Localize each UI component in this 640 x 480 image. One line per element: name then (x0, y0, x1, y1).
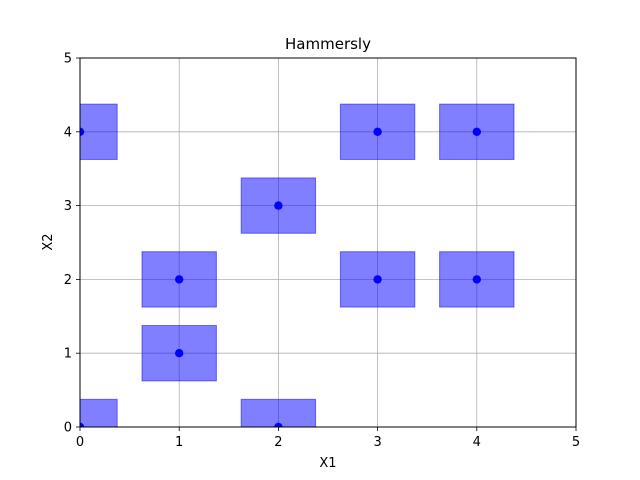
sample-point (373, 127, 382, 136)
y-tick-label: 2 (64, 273, 72, 288)
sample-point (274, 201, 283, 210)
x-tick-label: 1 (175, 435, 183, 450)
x-tick-label: 0 (76, 435, 84, 450)
chart-title: Hammersly (285, 35, 371, 53)
axis-ticks: 0 1 2 3 4 5 0 1 2 3 4 5 (64, 52, 580, 451)
y-tick-label: 0 (64, 421, 72, 436)
sample-box (80, 398, 118, 427)
sample-point (472, 127, 481, 136)
sample-point (175, 349, 184, 358)
plot-frame (79, 57, 577, 428)
x-tick-label: 5 (572, 435, 580, 450)
point-series (80, 127, 481, 427)
sample-point (373, 275, 382, 284)
x-tick-label: 4 (473, 435, 481, 450)
x-tick-label: 3 (373, 435, 381, 450)
y-tick-label: 5 (64, 52, 72, 67)
y-axis-label: X2 (41, 233, 56, 250)
sample-point (80, 422, 85, 427)
x-axis-label: X1 (319, 456, 336, 471)
sample-point (175, 275, 184, 284)
sample-point (80, 127, 85, 136)
x-tick-label: 2 (274, 435, 282, 450)
sample-point (274, 422, 283, 427)
sample-point (472, 275, 481, 284)
sample-box (80, 103, 118, 160)
y-tick-label: 3 (64, 199, 72, 214)
sample-box (240, 398, 317, 427)
y-tick-label: 4 (64, 125, 72, 140)
y-tick-label: 1 (64, 347, 72, 362)
